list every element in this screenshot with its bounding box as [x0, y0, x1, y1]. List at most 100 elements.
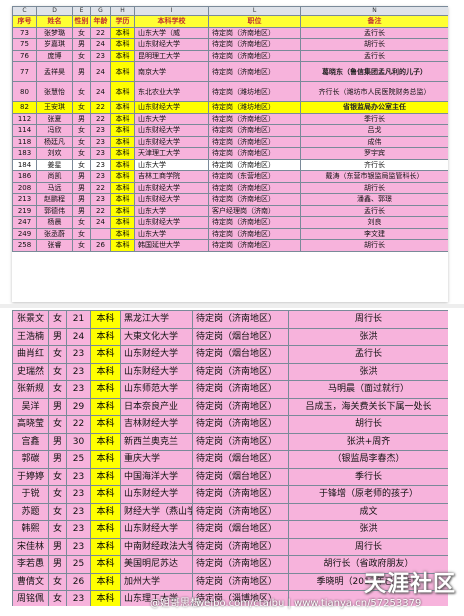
cell-job[interactable]: 待定岗（济南地区） [208, 124, 301, 137]
cell-sex[interactable]: 男 [72, 112, 91, 125]
cell-note[interactable]: 胡行长 [300, 181, 448, 194]
cell-edu[interactable]: 本科 [110, 216, 135, 229]
cell-school[interactable]: 山东财经大学 [134, 38, 209, 51]
cell-school[interactable]: 新西兰奥克兰 [120, 432, 193, 451]
cell-name[interactable]: 马远 [36, 181, 73, 194]
cell-school[interactable]: 山东财经大学 [134, 216, 209, 229]
cell-note[interactable]: 张洪 [288, 327, 448, 346]
cell-school[interactable]: 美国明尼苏达 [120, 555, 193, 574]
cell-job[interactable]: 待定岗（济南地区） [192, 485, 289, 504]
cell-name[interactable]: 张新规 [12, 380, 49, 399]
column-header[interactable]: 姓名 [36, 15, 73, 28]
cell-age[interactable]: 22 [66, 415, 91, 434]
cell-edu[interactable]: 本科 [110, 227, 135, 240]
cell-sex[interactable]: 女 [72, 227, 91, 240]
cell-school[interactable]: 山东财经大学 [134, 193, 209, 206]
cell-name[interactable]: 冯欣 [36, 124, 73, 137]
cell-name[interactable]: 史瑞然 [12, 362, 49, 381]
cell-note[interactable]: 马明晨（面过就行） [288, 380, 448, 399]
cell-name[interactable]: 张梦璐 [36, 26, 73, 39]
cell-school[interactable]: 山东大学 [134, 158, 209, 171]
cell-edu[interactable]: 本科 [90, 415, 121, 434]
column-letter-header[interactable]: H [110, 6, 135, 16]
cell-age[interactable]: 23 [66, 502, 91, 521]
cell-note[interactable] [288, 590, 448, 606]
cell-note[interactable]: 李文建 [300, 227, 448, 240]
cell-name[interactable]: 于婷婷 [12, 467, 49, 486]
cell-name[interactable]: 王浩楠 [12, 327, 49, 346]
cell-edu[interactable]: 本科 [110, 193, 135, 206]
cell-edu[interactable]: 本科 [90, 485, 121, 504]
cell-name[interactable]: 张夏 [36, 112, 73, 125]
cell-name[interactable]: 刘欢 [36, 147, 73, 160]
cell-job[interactable]: 待定岗（烟台地区） [192, 520, 289, 539]
cell-edu[interactable]: 本科 [110, 170, 135, 183]
cell-age[interactable]: 29 [66, 397, 91, 416]
cell-note[interactable]: 周行长 [288, 310, 448, 329]
cell-note[interactable]: 刘良 [300, 216, 448, 229]
cell-sex[interactable]: 男 [48, 450, 67, 469]
cell-sex[interactable]: 女 [48, 520, 67, 539]
cell-edu[interactable]: 本科 [90, 397, 121, 416]
cell-age[interactable]: 22 [90, 204, 111, 217]
cell-edu[interactable]: 本科 [110, 26, 135, 39]
cell-school[interactable]: 山东大学 [134, 204, 209, 217]
cell-edu[interactable]: 本科 [110, 124, 135, 137]
cell-sex[interactable]: 男 [48, 397, 67, 416]
cell-edu[interactable]: 本科 [110, 112, 135, 125]
cell-job[interactable]: 待定岗（淄博地区） [192, 590, 289, 606]
cell-age[interactable]: 23 [66, 467, 91, 486]
cell-job[interactable]: 待定岗（济南地区） [192, 502, 289, 521]
cell-name[interactable]: 庞博 [36, 49, 73, 62]
cell-name[interactable]: 吴洋 [12, 397, 49, 416]
cell-school[interactable]: 重庆大学 [120, 450, 193, 469]
cell-school[interactable]: 韩国延世大学 [134, 239, 209, 252]
column-letter-header[interactable]: L [208, 6, 301, 16]
cell-school[interactable]: 中国海洋大学 [120, 467, 193, 486]
cell-no[interactable]: 183 [12, 147, 37, 160]
cell-age[interactable]: 21 [66, 310, 91, 329]
cell-edu[interactable]: 本科 [110, 239, 135, 252]
cell-school[interactable]: 吉林财经大学 [120, 415, 193, 434]
cell-edu[interactable]: 本科 [110, 204, 135, 217]
column-header[interactable]: 年龄 [90, 15, 111, 28]
cell-sex[interactable]: 男 [72, 193, 91, 206]
cell-job[interactable]: 待定岗（济南地区） [192, 380, 289, 399]
cell-sex[interactable]: 男 [72, 204, 91, 217]
cell-job[interactable]: 待定岗（济南地区） [208, 239, 301, 252]
cell-school[interactable]: 大東文化大学 [120, 327, 193, 346]
cell-note[interactable]: 罗宇宾 [300, 147, 448, 160]
column-letter-header[interactable]: N [300, 6, 448, 16]
cell-name[interactable]: 张景文 [12, 310, 49, 329]
cell-job[interactable]: 待定岗（济南地区） [192, 432, 289, 451]
cell-job[interactable]: 待定岗（济南地区） [208, 227, 301, 240]
cell-no[interactable]: 112 [12, 112, 37, 125]
cell-age[interactable]: 24 [90, 61, 111, 82]
cell-edu[interactable]: 本科 [90, 362, 121, 381]
cell-job[interactable]: 待定岗（烟台地区） [192, 345, 289, 364]
column-header[interactable]: 序号 [12, 15, 37, 28]
cell-sex[interactable]: 女 [72, 147, 91, 160]
cell-edu[interactable]: 本科 [90, 380, 121, 399]
cell-name[interactable]: 张睿 [36, 239, 73, 252]
cell-edu[interactable]: 本科 [90, 432, 121, 451]
cell-job[interactable]: 待定岗（济南地区） [192, 310, 289, 329]
cell-note[interactable]: 胡行长（省政府朋友） [288, 555, 448, 574]
cell-name[interactable]: 姜星 [36, 158, 73, 171]
cell-age[interactable] [90, 227, 111, 240]
column-letter-header[interactable]: D [36, 6, 73, 16]
cell-no[interactable]: 219 [12, 204, 37, 217]
cell-job[interactable]: 待定岗（济南地区） [208, 26, 301, 39]
cell-job[interactable]: 待定岗（东营地区） [208, 170, 301, 183]
cell-sex[interactable]: 男 [72, 181, 91, 194]
cell-job[interactable]: 待定岗（济南地区） [208, 181, 301, 194]
cell-name[interactable]: 郭德伟 [36, 204, 73, 217]
cell-note[interactable]: 周行长 [288, 537, 448, 556]
cell-age[interactable]: 25 [66, 555, 91, 574]
cell-note[interactable]: 张洪 [288, 362, 448, 381]
cell-age[interactable]: 23 [66, 362, 91, 381]
cell-school[interactable]: 山东财经大学 [134, 181, 209, 194]
cell-job[interactable]: 待定岗（济南地区） [192, 415, 289, 434]
cell-school[interactable]: 山东大学 [134, 112, 209, 125]
cell-job[interactable]: 待定岗（济南地区） [208, 61, 301, 82]
